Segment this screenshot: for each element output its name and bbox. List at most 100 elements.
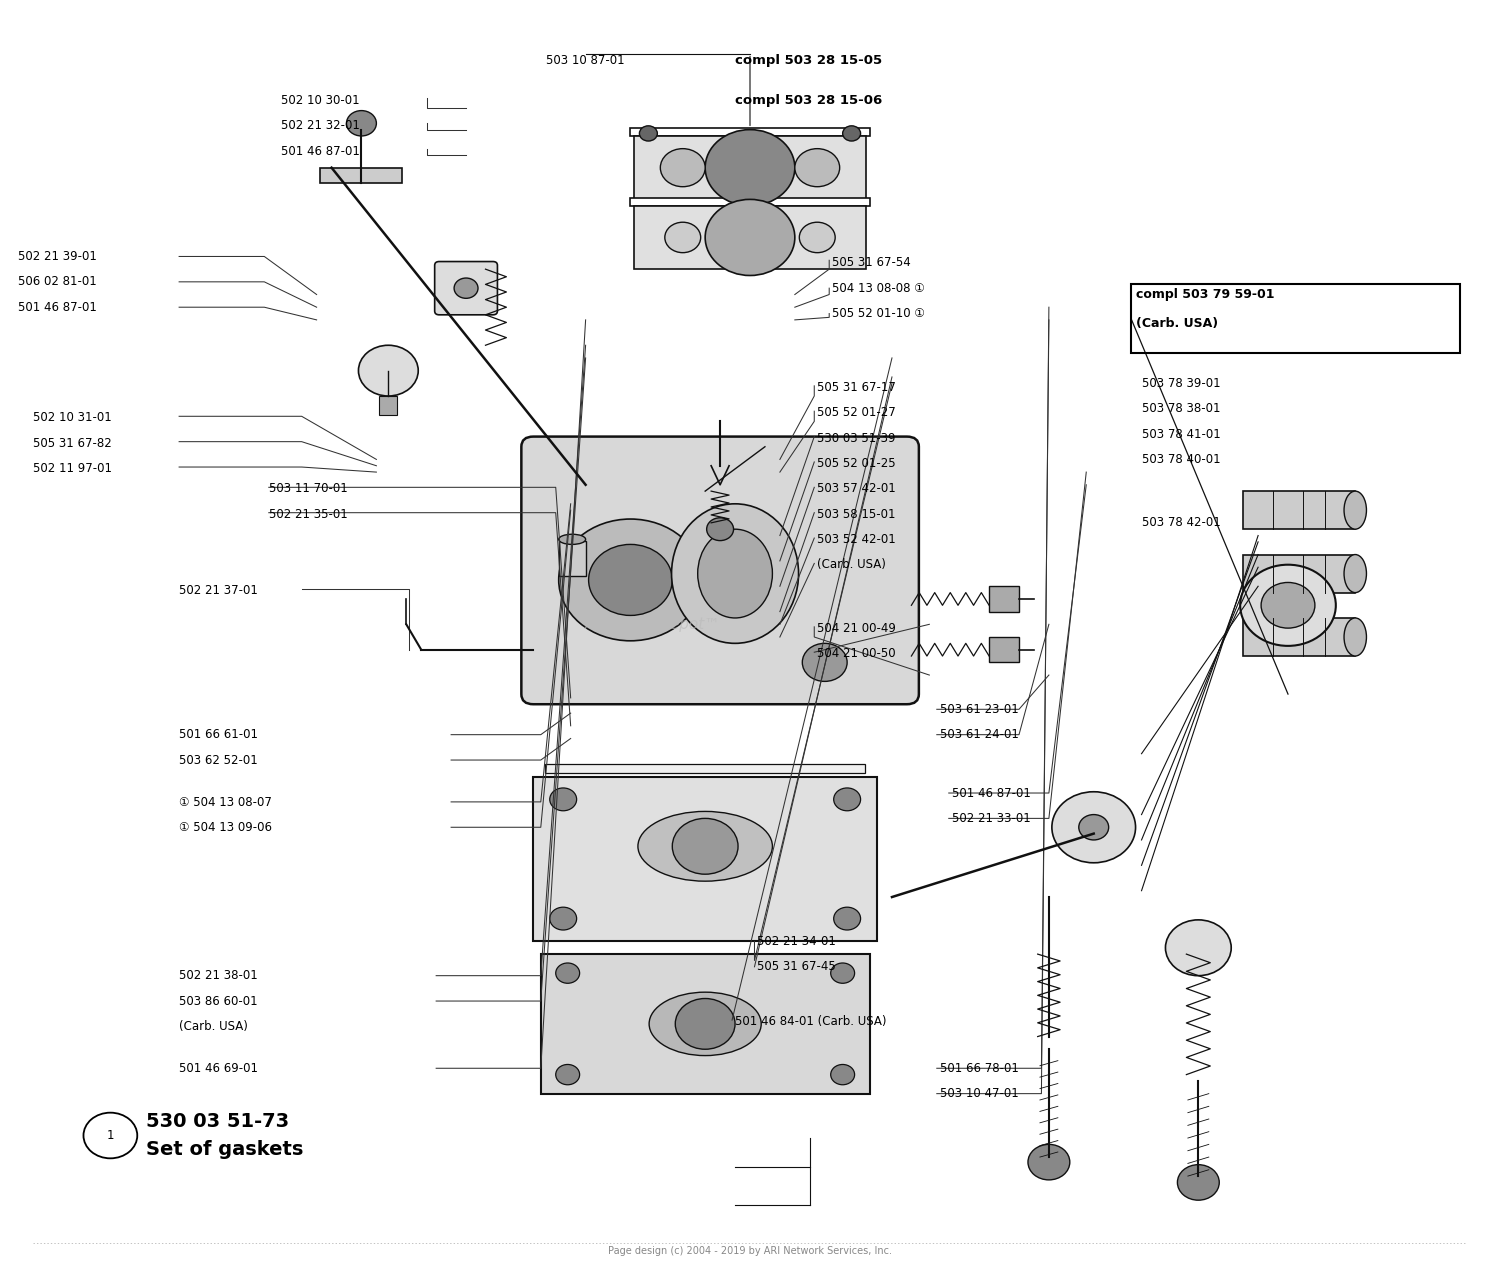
Text: 503 52 42-01: 503 52 42-01 — [818, 533, 896, 547]
Text: 505 31 67-82: 505 31 67-82 — [33, 437, 111, 450]
Circle shape — [549, 907, 576, 930]
Circle shape — [1078, 814, 1108, 840]
Text: 504 21 00-50: 504 21 00-50 — [818, 647, 896, 660]
Ellipse shape — [698, 529, 772, 618]
Circle shape — [843, 126, 861, 141]
Text: 503 78 38-01: 503 78 38-01 — [1142, 403, 1220, 415]
Text: 502 21 37-01: 502 21 37-01 — [178, 583, 258, 596]
Circle shape — [555, 963, 579, 984]
Text: 503 78 40-01: 503 78 40-01 — [1142, 454, 1220, 466]
Text: 504 13 08-08 ①: 504 13 08-08 ① — [833, 282, 926, 294]
Circle shape — [555, 1065, 579, 1084]
Text: 505 31 67-45: 505 31 67-45 — [758, 961, 836, 973]
Text: 502 21 34-01: 502 21 34-01 — [758, 935, 837, 948]
Circle shape — [831, 1065, 855, 1084]
Ellipse shape — [650, 992, 760, 1056]
Text: 505 31 67-54: 505 31 67-54 — [833, 256, 910, 270]
Circle shape — [706, 517, 734, 540]
Circle shape — [84, 1112, 138, 1158]
Text: 530 03 51-39: 530 03 51-39 — [818, 432, 896, 445]
Text: 502 21 35-01: 502 21 35-01 — [268, 507, 348, 521]
Text: 503 10 47-01: 503 10 47-01 — [940, 1087, 1019, 1101]
Text: 503 57 42-01: 503 57 42-01 — [818, 483, 896, 496]
FancyBboxPatch shape — [522, 437, 920, 705]
Circle shape — [660, 149, 705, 187]
Text: compl 503 28 15-06: compl 503 28 15-06 — [735, 94, 882, 107]
Text: 501 66 61-01: 501 66 61-01 — [178, 729, 258, 741]
Text: 501 46 87-01: 501 46 87-01 — [951, 786, 1030, 800]
Text: compl 503 79 59-01: compl 503 79 59-01 — [1136, 288, 1274, 301]
Text: 1: 1 — [106, 1129, 114, 1142]
Text: 502 21 33-01: 502 21 33-01 — [951, 812, 1030, 826]
Text: (Carb. USA): (Carb. USA) — [1136, 317, 1218, 330]
Circle shape — [672, 818, 738, 874]
Bar — [558, 540, 585, 576]
Bar — [988, 586, 1018, 612]
Circle shape — [639, 126, 657, 141]
Text: compl 503 28 15-05: compl 503 28 15-05 — [735, 54, 882, 66]
Circle shape — [675, 999, 735, 1050]
Bar — [988, 637, 1018, 662]
Circle shape — [358, 345, 419, 396]
Bar — [542, 954, 870, 1093]
Text: Set of gaskets: Set of gaskets — [146, 1140, 303, 1159]
Text: 503 78 42-01: 503 78 42-01 — [1142, 516, 1221, 530]
Ellipse shape — [1344, 554, 1366, 592]
Text: 501 66 78-01: 501 66 78-01 — [940, 1063, 1019, 1075]
Circle shape — [831, 963, 855, 984]
Text: 501 46 87-01: 501 46 87-01 — [18, 301, 96, 313]
Ellipse shape — [1344, 618, 1366, 656]
Circle shape — [1028, 1144, 1069, 1180]
Bar — [1244, 618, 1354, 656]
Circle shape — [1052, 791, 1136, 862]
Bar — [1131, 284, 1460, 353]
Text: 502 10 31-01: 502 10 31-01 — [33, 412, 111, 424]
Text: 502 21 39-01: 502 21 39-01 — [18, 250, 96, 264]
Text: 505 52 01-25: 505 52 01-25 — [818, 457, 896, 470]
Bar — [630, 129, 870, 136]
Circle shape — [1166, 920, 1232, 976]
FancyBboxPatch shape — [435, 261, 498, 315]
Circle shape — [1262, 582, 1316, 628]
Text: ① 504 13 08-07: ① 504 13 08-07 — [178, 795, 272, 809]
Circle shape — [549, 787, 576, 810]
Bar — [1244, 554, 1354, 592]
Circle shape — [834, 907, 861, 930]
Ellipse shape — [638, 812, 772, 882]
Bar — [320, 168, 402, 183]
Text: 503 78 39-01: 503 78 39-01 — [1142, 377, 1220, 390]
Text: 503 61 24-01: 503 61 24-01 — [940, 729, 1019, 741]
Text: 505 31 67-17: 505 31 67-17 — [818, 381, 896, 394]
Bar — [1244, 492, 1354, 529]
Text: 501 46 84-01 (Carb. USA): 501 46 84-01 (Carb. USA) — [735, 1015, 886, 1028]
Bar — [546, 764, 866, 773]
Text: 502 11 97-01: 502 11 97-01 — [33, 462, 111, 475]
Circle shape — [588, 544, 672, 615]
Circle shape — [705, 130, 795, 205]
Text: 503 11 70-01: 503 11 70-01 — [268, 483, 348, 496]
Text: 530 03 51-73: 530 03 51-73 — [146, 1112, 290, 1131]
Circle shape — [795, 149, 840, 187]
Text: 501 46 87-01: 501 46 87-01 — [280, 145, 360, 158]
Text: 503 86 60-01: 503 86 60-01 — [178, 995, 258, 1008]
Text: 504 21 00-49: 504 21 00-49 — [818, 622, 896, 634]
Text: 502 21 32-01: 502 21 32-01 — [280, 120, 360, 132]
Text: 503 58 15-01: 503 58 15-01 — [818, 507, 896, 521]
Text: 503 10 87-01: 503 10 87-01 — [546, 54, 626, 66]
Text: 501 46 69-01: 501 46 69-01 — [178, 1063, 258, 1075]
Text: 506 02 81-01: 506 02 81-01 — [18, 275, 96, 288]
Bar — [630, 199, 870, 205]
Bar — [534, 777, 878, 941]
Ellipse shape — [1344, 492, 1366, 529]
Circle shape — [800, 222, 836, 252]
Text: (Carb. USA): (Carb. USA) — [818, 558, 886, 571]
Circle shape — [346, 111, 376, 136]
Circle shape — [1240, 564, 1336, 646]
Text: 503 61 23-01: 503 61 23-01 — [940, 703, 1019, 716]
Text: (Carb. USA): (Carb. USA) — [178, 1020, 248, 1033]
Bar — [634, 205, 866, 269]
Text: Page design (c) 2004 - 2019 by ARI Network Services, Inc.: Page design (c) 2004 - 2019 by ARI Netwo… — [608, 1246, 892, 1256]
Circle shape — [664, 222, 700, 252]
Bar — [634, 136, 866, 200]
Ellipse shape — [672, 503, 798, 643]
